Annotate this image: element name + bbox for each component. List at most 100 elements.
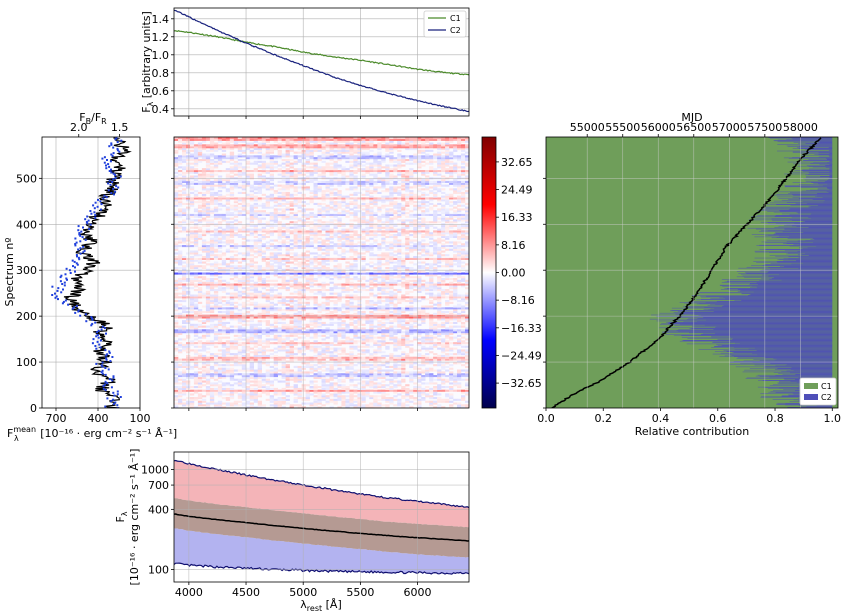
heatmap-cell-3901: [353, 259, 358, 262]
heatmap-cell-1186: [381, 362, 386, 365]
heatmap-cell-4367: [277, 241, 282, 244]
heatmap-cell-1365: [417, 356, 422, 359]
heatmap-cell-2879: [213, 298, 219, 301]
heatmap-cell-2336: [293, 318, 298, 321]
heatmap-cell-1271: [321, 358, 326, 361]
heatmap-cell-3122: [313, 289, 318, 292]
heatmap-cell-440: [297, 389, 302, 392]
heatmap-cell-39: [461, 406, 466, 408]
heatmap-cell-1829: [213, 336, 219, 339]
heatmap-cell-2775: [321, 303, 326, 306]
heatmap-cell-2866: [409, 300, 414, 303]
heatmap-cell-977: [449, 371, 454, 374]
heatmap-cell-3606: [449, 272, 454, 275]
heatmap-cell-3506: [249, 274, 254, 277]
heatmap-cell-3569: [301, 272, 306, 275]
heatmap-cell-3035: [229, 292, 235, 295]
heatmap-cell-236: [237, 397, 243, 400]
heatmap-cell-548: [321, 386, 326, 389]
heatmap-cell-1857: [389, 336, 394, 339]
heatmap-cell-4194: [461, 248, 466, 251]
heatmap-cell-1198: [445, 362, 450, 365]
heatmap-cell-3338: [297, 281, 302, 284]
heatmap-cell-2996: [245, 294, 251, 297]
heatmap-cell-2571: [261, 311, 266, 314]
heatmap-cell-1512: [277, 349, 282, 352]
left-ratio-point-183: [111, 154, 114, 157]
heatmap-cell-1514: [285, 349, 290, 352]
heatmap-cell-2604: [249, 309, 254, 312]
heatmap-cell-944: [265, 371, 270, 374]
heatmap-cell-3516: [321, 274, 326, 277]
heatmap-cell-3268: [257, 283, 262, 286]
heatmap-cell-3906: [397, 259, 402, 262]
heatmap-cell-417: [205, 389, 211, 392]
heatmap-cell-1460: [205, 351, 211, 354]
heatmap-cell-4660: [281, 230, 286, 233]
heatmap-cell-543: [293, 386, 298, 389]
heatmap-cell-4464: [325, 237, 330, 240]
heatmap-cell-1492: [465, 351, 469, 354]
heatmap-cell-3902: [361, 259, 366, 262]
heatmap-cell-993: [245, 369, 251, 372]
heatmap-cell-1015: [361, 369, 366, 372]
heatmap-cell-429: [253, 389, 258, 392]
heatmap-cell-325: [229, 393, 235, 396]
heatmap-cell-3374: [237, 279, 243, 282]
heatmap-cell-2923: [213, 296, 219, 299]
heatmap-cell-1934: [333, 332, 338, 335]
heatmap-cell-293: [337, 395, 342, 398]
heatmap-cell-991: [237, 369, 243, 372]
heatmap-cell-1312: [201, 356, 207, 359]
heatmap-cell-705: [197, 378, 203, 381]
left-ratio-point-9: [113, 394, 116, 397]
heatmap-cell-183: [201, 398, 207, 401]
heatmap-cell-1335: [293, 356, 298, 359]
heatmap-cell-1405: [385, 354, 390, 357]
heatmap-cell-495: [249, 387, 254, 390]
heatmap-cell-2450: [205, 314, 211, 317]
heatmap-cell-2922: [209, 296, 215, 299]
heatmap-cell-2330: [241, 318, 247, 321]
heatmap-cell-4296: [425, 245, 430, 248]
heatmap-cell-3121: [309, 289, 314, 292]
heatmap-cell-4491: [229, 235, 235, 238]
heatmap-cell-813: [269, 375, 274, 378]
heatmap-cell-4022: [457, 256, 462, 259]
heatmap-cell-763: [261, 376, 266, 379]
heatmap-cell-4035: [245, 254, 251, 257]
heatmap-cell-2927: [229, 296, 235, 299]
heatmap-cell-2469: [281, 314, 286, 317]
heatmap-cell-769: [313, 376, 318, 379]
heatmap-cell-3405: [437, 279, 442, 282]
heatmap-cell-1389: [257, 354, 262, 357]
heatmap-cell-3876: [186, 259, 191, 262]
heatmap-cell-4691: [417, 230, 422, 233]
heatmap-cell-2280: [174, 320, 179, 323]
heatmap-cell-2930: [241, 296, 247, 299]
heatmap-cell-585: [253, 384, 258, 387]
heatmap-cell-3283: [317, 283, 322, 286]
heatmap-cell-3662: [237, 268, 243, 271]
heatmap-cell-2683: [373, 307, 378, 310]
heatmap-cell-4082: [257, 252, 262, 255]
heatmap-cell-3815: [349, 263, 354, 266]
heatmap-cell-1849: [353, 336, 358, 339]
heatmap-cell-834: [357, 375, 362, 378]
heatmap-cell-2002: [357, 331, 362, 334]
heatmap-cell-1191: [409, 362, 414, 365]
heatmap-cell-856: [449, 375, 454, 378]
heatmap-cell-3986: [174, 256, 179, 259]
heatmap-cell-2510: [445, 314, 450, 317]
heatmap-cell-2275: [441, 321, 446, 324]
heatmap-cell-2619: [337, 309, 342, 312]
heatmap-cell-4095: [333, 252, 338, 255]
heatmap-cell-3136: [393, 289, 398, 292]
heatmap-cell-9: [253, 406, 258, 408]
heatmap-cell-4360: [221, 241, 227, 244]
heatmap-cell-2714: [213, 305, 219, 308]
heatmap-cell-2842: [245, 300, 251, 303]
heatmap-cell-1401: [349, 354, 354, 357]
heatmap-cell-3047: [293, 292, 298, 295]
heatmap-cell-1552: [257, 347, 262, 350]
